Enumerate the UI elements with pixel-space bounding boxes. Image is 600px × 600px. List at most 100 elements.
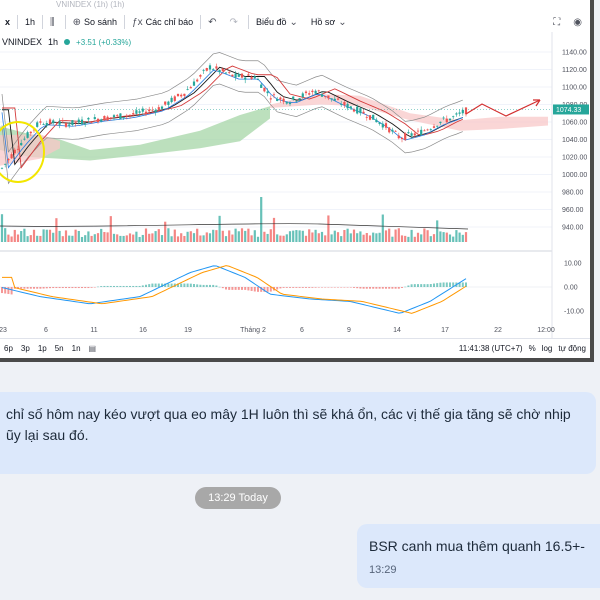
candle-body [125,115,128,117]
macd-histogram-bar [52,287,55,289]
macd-histogram-bar [442,282,445,287]
macd-histogram-bar [429,284,432,287]
macd-histogram-bar [231,287,234,290]
volume-bar [448,234,452,242]
candle-body [285,101,288,104]
profile-menu[interactable]: Hồ sơ ⌄ [306,12,355,32]
macd-histogram-bar [221,287,224,289]
volume-bar [391,236,394,242]
undo-button[interactable]: ↶ [203,12,224,32]
volume-bar [36,235,39,242]
macd-histogram-bar [330,287,333,288]
candle-body [16,148,20,150]
candle-body [279,97,282,100]
candle-body [340,104,343,105]
camera-button[interactable]: ◉ [568,12,590,32]
fullscreen-icon: ⛶ [553,16,561,28]
macd-histogram-bar [301,287,304,288]
macd-histogram-bar [186,283,189,287]
time-tick-label: 6 [44,327,48,334]
macd-histogram-bar [285,287,288,288]
volume-bar [183,235,186,242]
range-1p[interactable]: 1p [37,344,47,353]
price-chart[interactable]: 1140.001120.001100.001080.001060.001040.… [0,32,590,338]
symbol-search[interactable]: x [0,12,15,32]
macd-histogram-bar [407,285,410,287]
clock: 11:41:38 (UTC+7) [458,344,523,353]
macd-histogram-bar [426,284,429,287]
candle-body [244,77,247,80]
volume-bar [407,236,410,242]
macd-histogram-bar [385,287,387,289]
macd-histogram-bar [97,286,99,288]
divider [42,15,44,29]
percent-toggle[interactable]: % [528,344,536,353]
legend-interval: 1h [48,37,59,47]
fullscreen-button[interactable]: ⛶ [548,12,568,32]
candle-body [276,98,279,102]
range-5n[interactable]: 5n [54,344,64,353]
candle-body [80,119,84,125]
macd-histogram-bar [458,282,461,287]
compare-button[interactable]: ⊕ So sánh [68,12,122,32]
range-6p[interactable]: 6p [4,344,13,353]
redo-button[interactable]: ↷ [225,12,246,32]
candle-body [304,91,308,94]
last-price-label: 1074.33 [556,107,581,114]
volume-bar [292,230,295,242]
time-tick-label: 11 [90,327,97,334]
chart-type-label: Biểu đồ [255,17,287,27]
indicators-button[interactable]: ƒx Các chỉ báo [127,12,198,32]
candle-body [151,109,154,111]
interval-button[interactable]: 1h [20,12,40,32]
volume-bar [375,233,378,242]
candle-body [327,95,330,99]
date-range-icon[interactable]: ▤ [88,344,97,353]
macd-histogram-bar [100,286,103,287]
candle-body [436,125,439,127]
chat-message-incoming: chỉ số hôm nay kéo vượt qua eo mây 1H lu… [0,392,596,474]
candle-body [404,133,407,140]
macd-histogram-bar [308,287,311,288]
chart-type-menu[interactable]: Biểu đồ ⌄ [251,12,306,32]
candle-body [68,124,71,126]
macd-histogram-bar [164,283,167,287]
candle-body [157,107,160,111]
candle-body [180,94,183,97]
volume-bar [176,236,180,242]
candle-body [208,65,212,70]
volume-bar [212,229,215,242]
volume-bar [106,232,109,242]
macd-histogram-bar [369,287,371,289]
macd-histogram-bar [298,287,301,288]
volume-bar [42,229,45,242]
macd-histogram-bar [410,284,413,287]
candle-body [96,118,100,122]
macd-histogram-bar [295,287,298,288]
macd-histogram-bar [433,283,435,287]
candle-body [240,73,244,78]
candle-body [384,123,388,128]
macd-histogram-bar [157,283,160,287]
candle-body [272,94,276,96]
candle-body [256,79,260,81]
bar-style-button[interactable]: ⫼ [45,12,63,32]
band [1,52,463,153]
macd-histogram-bar [247,287,250,291]
macd-pane [0,265,552,314]
volume-bar [23,228,26,242]
candle-body [247,74,250,76]
volume-bar [202,235,205,242]
candle-body [221,68,224,72]
macd-histogram-bar [199,284,202,287]
candle-body [170,97,173,103]
range-3p[interactable]: 3p [20,344,30,353]
volume-bar [144,228,148,242]
log-toggle[interactable]: log [541,344,553,353]
macd-histogram-bar [394,287,397,289]
volume-bar [263,231,266,242]
price-tick-label: 960.00 [562,207,584,214]
range-1n[interactable]: 1n [71,344,81,353]
macd-histogram-bar [365,287,368,289]
auto-toggle[interactable]: tự động [558,344,586,353]
